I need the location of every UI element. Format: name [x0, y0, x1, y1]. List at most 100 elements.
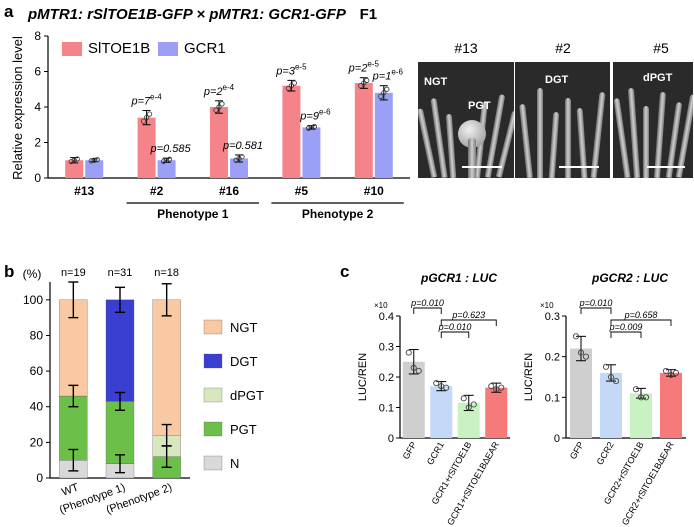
chart-c-ytick-label: 0 — [554, 433, 560, 445]
panel-b-letter: b — [4, 262, 15, 281]
chart-a-point — [216, 104, 222, 110]
chart-c-comparison-bracket — [413, 307, 442, 314]
chart-a-point — [161, 158, 167, 164]
chart-c-point — [662, 367, 670, 374]
scale-bar — [462, 166, 502, 168]
chart-a-bar — [85, 160, 104, 178]
chart-c-ytick-label: 0 — [388, 433, 394, 445]
legend-item-sltoe1b: SlTOE1B — [62, 40, 150, 57]
chart-b-n-label: n=31 — [108, 267, 133, 279]
scale-bar — [647, 166, 685, 168]
chart-c-category-label: GCR2+rSlTOE1B∆EAR — [620, 440, 676, 527]
chart-a-point — [239, 154, 245, 160]
chart-a-point — [361, 80, 367, 86]
chart-c-category-label: GCR1 — [425, 440, 446, 467]
image-label-dpgt: dPGT — [643, 72, 673, 84]
panel-a-title: pMTR1: rSlTOE1B-GFP × pMTR1: GCR1-GFP F1 — [28, 6, 377, 23]
chart-c-point — [465, 404, 472, 411]
chart-b-ytick-label: 100 — [23, 293, 43, 307]
chart-c-ylabel: LUC/REN — [357, 353, 369, 401]
chart-a-pvalue: p=0.585 — [150, 143, 192, 155]
chart-a-ytick-label: 8 — [34, 29, 41, 43]
chart-b-bar-segment — [105, 299, 135, 402]
chart-a-ytick-label: 2 — [34, 136, 41, 150]
chart-b-legend-swatch — [203, 387, 223, 403]
chart-c-point — [410, 364, 417, 371]
chart-c-point — [577, 349, 585, 356]
chart-b-ytick-label: 20 — [30, 435, 44, 449]
micrograph-5: dPGT — [613, 62, 693, 178]
chart-a-bar — [65, 160, 84, 178]
chart-b-bar-segment — [105, 401, 135, 464]
chart-b-legend-label: NGT — [230, 320, 258, 335]
chart-c-point — [582, 353, 590, 360]
chart-a-bar — [210, 107, 228, 178]
chart-c-comparison-pvalue: p=0.623 — [451, 310, 485, 320]
chart-c-point — [488, 383, 495, 390]
chart-b-legend-label: N — [230, 456, 239, 471]
chart-a-point — [68, 158, 74, 165]
micrograph-2: DGT — [515, 62, 610, 178]
chart-c-ytick-label: 0.3 — [379, 342, 394, 354]
chart-a-category-label: #10 — [364, 184, 384, 198]
chart-c-ytick-label: 0.1 — [545, 392, 560, 404]
chart-c-comparison-pvalue: p=0.010 — [410, 298, 444, 308]
chart-a-bar — [137, 117, 156, 178]
chart-b-legend-swatch — [203, 319, 223, 335]
image-title-2: #2 — [555, 40, 571, 56]
legend-swatch-gcr1 — [158, 41, 178, 56]
chart-a-point — [311, 123, 317, 130]
chart-c-point — [607, 373, 615, 381]
chart-c-point — [415, 367, 422, 374]
chart-c-comparison-pvalue: p=0.010 — [579, 298, 613, 308]
chart-a-pvalue: p=2e-5 — [348, 60, 380, 75]
chart-c-ytick-label: 0.1 — [379, 403, 394, 415]
chart-b-ytick-label: 80 — [30, 328, 44, 342]
chart-c-bar — [630, 393, 652, 438]
chart-a-point — [147, 111, 153, 117]
chart-a-point — [88, 158, 94, 164]
panel-a-letter: a — [4, 2, 14, 21]
chart-a-point — [378, 93, 384, 99]
chart-c-category-label: GCR2 — [595, 440, 616, 467]
chart-c-bar — [485, 387, 508, 438]
chart-b-bar-segment — [152, 299, 181, 436]
chart-c-comparison-bracket — [440, 331, 470, 338]
chart-a-ytick-label: 4 — [34, 100, 41, 114]
chart-c-comparison-pvalue: p=0.658 — [624, 310, 658, 320]
chart-a-point — [384, 86, 390, 92]
chart-a-point — [285, 85, 291, 91]
chart-b-legend-label: dPGT — [230, 388, 264, 403]
chart-b-ytick-label: 60 — [30, 364, 44, 378]
chart-a-category-label: #2 — [150, 184, 164, 198]
chart-a-point — [91, 157, 97, 163]
chart-c-multiplier: ×10 — [540, 301, 554, 310]
chart-c-point — [667, 371, 675, 379]
chart-a-point — [71, 157, 77, 163]
chart-c-point — [443, 384, 450, 391]
chart-a-point — [358, 83, 364, 89]
chart-b-n-label: n=19 — [61, 267, 86, 279]
image-label-pgt: PGT — [468, 100, 491, 112]
chart-b-ytick-label: 40 — [30, 400, 44, 414]
chart-a-point — [305, 125, 311, 131]
chart-c-category-label: GFP — [568, 440, 586, 461]
chart-a-pvalue: p=2e-4 — [203, 83, 235, 98]
chart-a-point — [288, 83, 294, 89]
chart-b-category-label: WT — [60, 481, 80, 498]
chart-b-legend-swatch — [203, 353, 223, 369]
panel-a-title-text: pMTR1: rSlTOE1B-GFP × pMTR1: GCR1-GFP — [28, 6, 346, 23]
chart-c-point — [672, 369, 680, 376]
chart-a-pvalue: p=0.581 — [222, 140, 263, 152]
chart-a-bar — [230, 158, 248, 178]
chart-c-ytick-label: 0.2 — [545, 352, 560, 364]
chart-c-comparison-bracket — [440, 319, 497, 326]
chart-c-bar — [402, 361, 425, 438]
chart-c-point — [470, 401, 477, 408]
chart-c-category-label: GCR1+rSlTOE1B∆EAR — [445, 440, 501, 527]
chart-a-bar — [302, 127, 321, 178]
chart-c-bar — [430, 386, 453, 438]
panel-c-letter: c — [340, 262, 350, 281]
chart-a-pvalue: p=9e-6 — [299, 108, 331, 123]
